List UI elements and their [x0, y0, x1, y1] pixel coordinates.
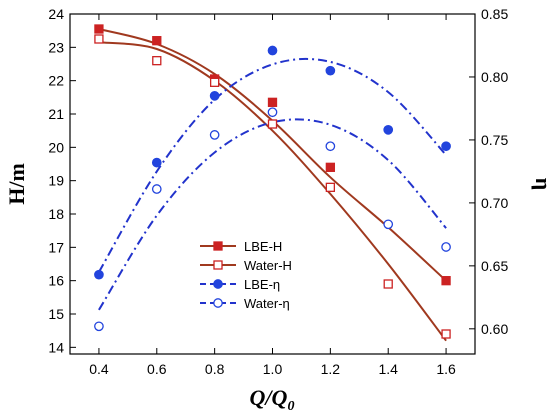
- data-point-3: [441, 141, 451, 152]
- x-tick-label: 1.2: [321, 361, 341, 377]
- y-left-tick-label: 18: [48, 206, 64, 222]
- data-point-1: [267, 97, 278, 107]
- data-markers: [94, 24, 451, 339]
- x-tick-label: 0.4: [89, 361, 109, 377]
- tick-labels: 0.4 0.6 0.8 1.0 1.2 1.4 1.6 14 15 16 17 18 19 20 21 22 2…: [48, 6, 508, 377]
- x-tick-label: 0.6: [147, 361, 167, 377]
- y-left-tick-label: 14: [48, 339, 64, 355]
- legend-label-3: LBE-η: [244, 277, 280, 292]
- y-left-tick-label: 17: [48, 239, 64, 255]
- data-point-1: [94, 24, 104, 34]
- legend-marker-3: [213, 279, 223, 289]
- x-tick-label: 1.0: [263, 361, 283, 377]
- data-point-4: [151, 184, 162, 194]
- fit-line-2: [98, 41, 447, 342]
- y-right-tick-label: 0.85: [481, 6, 508, 22]
- legend: LBE-H Water-H LBE-η Water-η: [200, 239, 292, 311]
- x-tick-label: 0.8: [205, 361, 225, 377]
- data-point-4: [441, 242, 451, 252]
- y-left-tick-label: 20: [48, 139, 64, 155]
- legend-label-1: LBE-H: [244, 239, 282, 254]
- y-left-tick-label: 23: [48, 39, 64, 55]
- y-left-tick-label: 16: [48, 273, 64, 289]
- legend-marker-4: [213, 298, 223, 308]
- y-right-tick-label: 0.65: [481, 258, 508, 274]
- y-left-tick-label: 21: [48, 106, 64, 122]
- axis-ticks: [70, 13, 475, 354]
- legend-label-4: Water-η: [244, 296, 290, 311]
- data-point-3: [325, 65, 336, 76]
- data-point-2: [152, 56, 162, 66]
- data-point-2: [441, 329, 451, 339]
- data-point-4: [383, 219, 394, 230]
- data-point-3: [94, 269, 104, 280]
- y-axis-title-left: H/m: [4, 163, 29, 205]
- data-point-2: [209, 77, 220, 87]
- data-point-2: [94, 34, 104, 44]
- x-axis-title: Q/Q0: [250, 385, 295, 414]
- y-right-tick-label: 0.60: [481, 321, 508, 337]
- data-point-2: [383, 279, 393, 289]
- data-point-3: [383, 125, 394, 135]
- x-axis-title-main: Q/Q: [250, 385, 288, 410]
- data-point-3: [151, 157, 162, 168]
- x-axis-title-subscript: 0: [287, 399, 294, 414]
- data-point-4: [209, 130, 220, 140]
- data-point-3: [267, 45, 278, 56]
- legend-marker-1: [213, 241, 223, 251]
- data-point-4: [267, 107, 278, 118]
- data-point-2: [325, 182, 336, 192]
- data-point-1: [441, 276, 451, 286]
- data-point-1: [325, 162, 336, 172]
- data-point-2: [267, 119, 278, 129]
- data-point-3: [209, 91, 220, 101]
- x-tick-label: 1.6: [436, 361, 456, 377]
- y-axis-title-right: η: [531, 178, 550, 191]
- y-left-tick-label: 24: [48, 6, 64, 22]
- data-point-4: [94, 321, 104, 332]
- y-left-tick-label: 19: [48, 173, 64, 189]
- data-point-4: [325, 141, 336, 152]
- y-right-tick-label: 0.75: [481, 132, 508, 148]
- fit-line-3: [98, 57, 447, 273]
- x-tick-label: 1.4: [378, 361, 398, 377]
- y-left-tick-label: 15: [48, 306, 64, 322]
- y-left-tick-label: 22: [48, 73, 64, 89]
- data-point-1: [152, 36, 162, 46]
- y-right-tick-label: 0.80: [481, 69, 508, 85]
- y-right-tick-label: 0.70: [481, 195, 508, 211]
- legend-label-2: Water-H: [244, 258, 292, 273]
- legend-marker-2: [213, 260, 223, 270]
